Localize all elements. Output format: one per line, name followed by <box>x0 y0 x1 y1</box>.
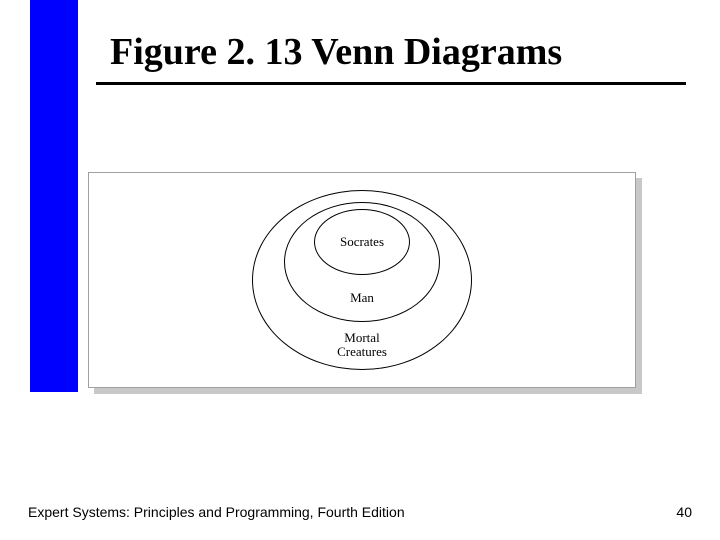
figure-inner: MortalCreatures Man Socrates <box>88 172 636 388</box>
venn-label-middle: Man <box>302 291 422 305</box>
accent-bar <box>30 0 78 392</box>
venn-label-inner: Socrates <box>302 235 422 249</box>
venn-diagram: MortalCreatures Man Socrates <box>242 180 482 380</box>
page-title: Figure 2. 13 Venn Diagrams <box>110 30 562 74</box>
page-number: 40 <box>676 504 692 520</box>
venn-label-outer: MortalCreatures <box>302 331 422 358</box>
title-underline <box>96 82 686 85</box>
footer-text: Expert Systems: Principles and Programmi… <box>28 504 405 520</box>
figure-container: MortalCreatures Man Socrates <box>88 172 638 390</box>
